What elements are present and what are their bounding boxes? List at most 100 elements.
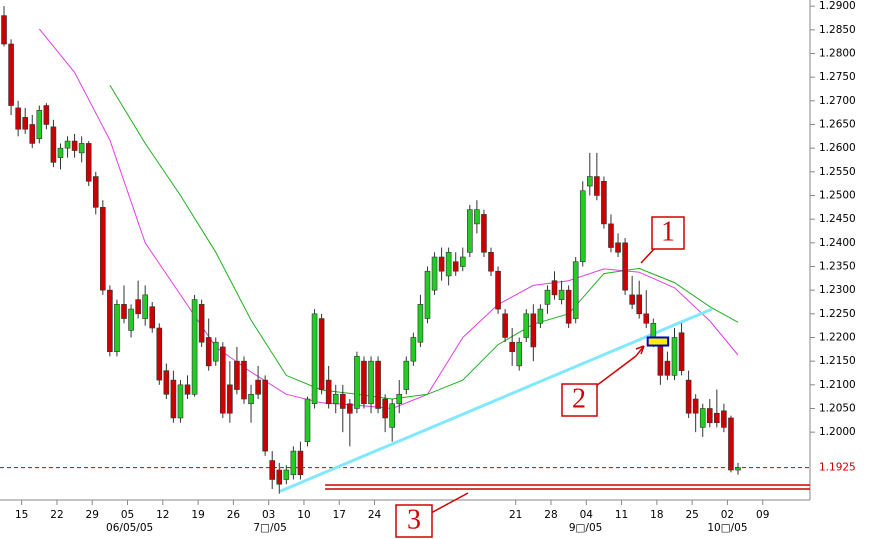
candle-body bbox=[537, 308, 544, 324]
y-tick-label: 1.2750 bbox=[819, 71, 856, 83]
candle-body bbox=[142, 294, 148, 319]
x-tick-label: 29 bbox=[86, 509, 99, 521]
candle-body bbox=[283, 469, 290, 480]
candle-body bbox=[332, 393, 339, 405]
candle-body bbox=[262, 379, 268, 452]
candle-body bbox=[382, 398, 388, 419]
callout-label: 2 bbox=[572, 383, 586, 414]
candle-body bbox=[424, 270, 431, 319]
y-tick-label: 1.2350 bbox=[819, 260, 856, 272]
candle-body bbox=[671, 337, 678, 376]
candle-body bbox=[191, 299, 198, 395]
candle-body bbox=[318, 318, 325, 390]
x-tick-label: 21 bbox=[509, 509, 522, 521]
y-tick-label: 1.2150 bbox=[819, 355, 856, 367]
y-tick-label: 1.2600 bbox=[819, 142, 856, 154]
candle-body bbox=[396, 393, 403, 405]
candle-body bbox=[234, 360, 240, 390]
candle-body bbox=[85, 143, 92, 182]
x-tick-label: 02 bbox=[721, 509, 734, 521]
candle-body bbox=[431, 256, 438, 291]
y-tick-label: 1.2050 bbox=[819, 402, 856, 414]
candle-body bbox=[530, 313, 537, 348]
candle-body bbox=[488, 251, 494, 272]
candle-body bbox=[276, 469, 283, 485]
candle-body bbox=[678, 332, 685, 371]
x-tick-label: 22 bbox=[50, 509, 63, 521]
candle-body bbox=[114, 304, 120, 352]
y-tick-label: 1.2900 bbox=[819, 0, 856, 12]
candle-body bbox=[502, 313, 508, 338]
y-tick-label: 1.2500 bbox=[819, 189, 856, 201]
candle-body bbox=[50, 126, 57, 163]
y-tick-label: 1.2450 bbox=[819, 213, 856, 225]
candle-body bbox=[29, 124, 36, 144]
candle-body bbox=[149, 306, 156, 329]
candle-body bbox=[290, 450, 297, 476]
trendline bbox=[279, 307, 713, 493]
highlight-box bbox=[646, 336, 670, 347]
candle-body bbox=[544, 289, 551, 305]
candle-body bbox=[78, 143, 85, 154]
candle-body bbox=[622, 242, 628, 291]
candle-body bbox=[601, 180, 607, 225]
candle-body bbox=[643, 313, 650, 324]
x-tick-label: 11 bbox=[615, 509, 628, 521]
candle-body bbox=[608, 223, 614, 248]
current-price-label: 1.1925 bbox=[819, 462, 856, 474]
y-tick-label: 1.2650 bbox=[819, 118, 856, 130]
month-label: 7□/05 bbox=[253, 522, 287, 534]
callout-pointer bbox=[640, 247, 656, 264]
x-tick-label: 25 bbox=[685, 509, 698, 521]
y-tick-label: 1.2700 bbox=[819, 95, 856, 107]
candle-body bbox=[135, 299, 141, 315]
candle-body bbox=[572, 261, 579, 319]
candle-body bbox=[706, 408, 713, 423]
candle-body bbox=[587, 176, 593, 187]
candle-body bbox=[128, 308, 134, 331]
candle-body bbox=[339, 393, 346, 409]
y-tick-label: 1.2850 bbox=[819, 24, 856, 36]
candle-body bbox=[205, 337, 212, 367]
candle-body bbox=[657, 341, 664, 376]
candle-body bbox=[255, 379, 261, 395]
candle-body bbox=[495, 270, 501, 310]
callout-pointer bbox=[430, 492, 469, 514]
y-tick-label: 1.2200 bbox=[819, 331, 856, 343]
candle-body bbox=[481, 214, 487, 253]
x-tick-label: 19 bbox=[191, 509, 204, 521]
candle-body bbox=[467, 209, 473, 253]
candle-body bbox=[311, 313, 318, 405]
candle-body bbox=[227, 384, 233, 414]
candle-body bbox=[509, 341, 515, 352]
callout-box bbox=[561, 383, 598, 417]
x-tick-label: 10 bbox=[297, 509, 310, 521]
candle-body bbox=[354, 356, 360, 409]
candle-body bbox=[636, 294, 643, 315]
candle-body bbox=[516, 341, 523, 367]
candle-body bbox=[714, 412, 720, 423]
callout-arrowhead bbox=[635, 345, 645, 355]
candle-body bbox=[615, 242, 621, 253]
candle-body bbox=[1, 15, 7, 45]
candle-body bbox=[685, 379, 692, 414]
candle-body bbox=[523, 313, 530, 338]
x-tick-label: 18 bbox=[650, 509, 663, 521]
candle-body bbox=[594, 176, 600, 196]
candle-body bbox=[8, 43, 14, 106]
candle-body bbox=[699, 408, 706, 428]
x-tick-label: 15 bbox=[15, 509, 28, 521]
candle-body bbox=[368, 360, 374, 405]
y-tick-label: 1.2000 bbox=[819, 426, 856, 438]
candle-body bbox=[629, 294, 635, 305]
candle-body bbox=[558, 289, 565, 300]
candle-body bbox=[170, 379, 177, 419]
candle-body bbox=[304, 398, 311, 442]
y-tick-label: 1.2300 bbox=[819, 284, 856, 296]
candle-body bbox=[445, 251, 452, 277]
candle-body bbox=[721, 410, 727, 428]
candle-body bbox=[565, 289, 572, 324]
candle-body bbox=[177, 384, 184, 419]
y-tick-label: 1.2100 bbox=[819, 379, 856, 391]
candle-body bbox=[664, 360, 671, 376]
